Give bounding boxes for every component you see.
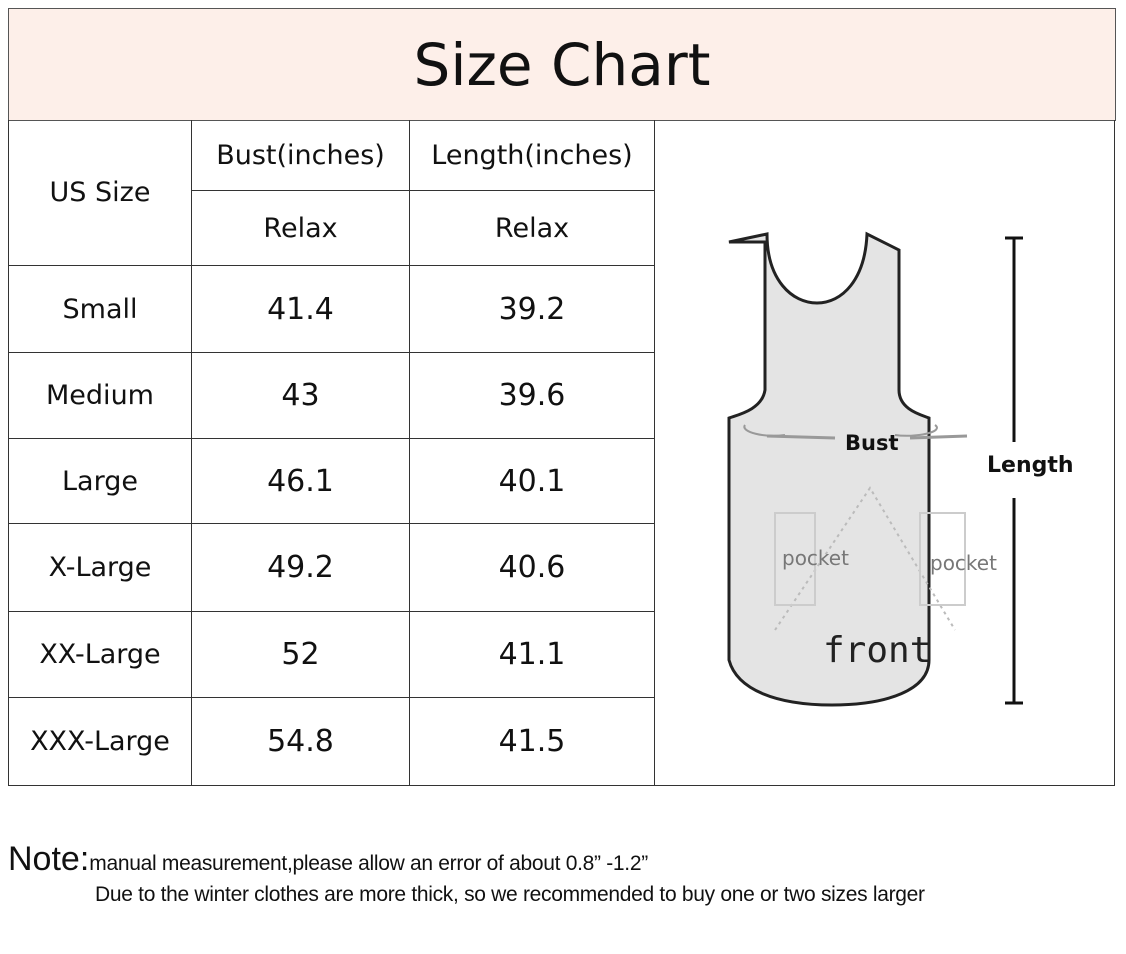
apron-outline — [727, 231, 931, 707]
note-line-1: Note:manual measurement,please allow an … — [8, 840, 648, 879]
length-label: Length — [987, 453, 1074, 478]
header-bust-fit: Relax — [192, 191, 410, 266]
apron-illustration: pocket pocket front Bust Length — [727, 231, 1074, 707]
page-title: Size Chart — [413, 30, 711, 99]
title-banner: Size Chart — [8, 8, 1116, 121]
cell-bust: 54.8 — [192, 698, 410, 786]
cell-size: Large — [8, 439, 192, 524]
cell-length: 40.1 — [410, 439, 655, 524]
header-length-fit: Relax — [410, 191, 655, 266]
garment-diagram: pocket pocket front Bust Length — [655, 120, 1115, 786]
note-label: Note: — [8, 840, 90, 878]
cell-length: 41.5 — [410, 698, 655, 786]
cell-size: Medium — [8, 353, 192, 439]
cell-length: 40.6 — [410, 524, 655, 612]
cell-size: Small — [8, 266, 192, 353]
cell-size: XX-Large — [8, 612, 192, 698]
cell-bust: 46.1 — [192, 439, 410, 524]
pocket-left-label: pocket — [782, 546, 849, 570]
cell-length: 41.1 — [410, 612, 655, 698]
header-length: Length(inches) — [410, 120, 655, 191]
cell-length: 39.2 — [410, 266, 655, 353]
cell-bust: 43 — [192, 353, 410, 439]
cell-size: X-Large — [8, 524, 192, 612]
cell-bust: 49.2 — [192, 524, 410, 612]
front-label: front — [823, 630, 931, 671]
cell-bust: 41.4 — [192, 266, 410, 353]
cell-bust: 52 — [192, 612, 410, 698]
length-measure-line — [1005, 236, 1023, 705]
header-bust: Bust(inches) — [192, 120, 410, 191]
bust-label: Bust — [845, 431, 899, 455]
note-text-1: manual measurement,please allow an error… — [89, 852, 648, 875]
cell-length: 39.6 — [410, 353, 655, 439]
pocket-right-label: pocket — [930, 551, 997, 575]
strap-dotted — [774, 486, 956, 631]
header-us-size: US Size — [8, 120, 192, 266]
cell-size: XXX-Large — [8, 698, 192, 786]
note-line-2: Due to the winter clothes are more thick… — [95, 883, 925, 906]
pocket-left-outline — [774, 512, 816, 606]
pocket-right-outline — [919, 512, 966, 606]
